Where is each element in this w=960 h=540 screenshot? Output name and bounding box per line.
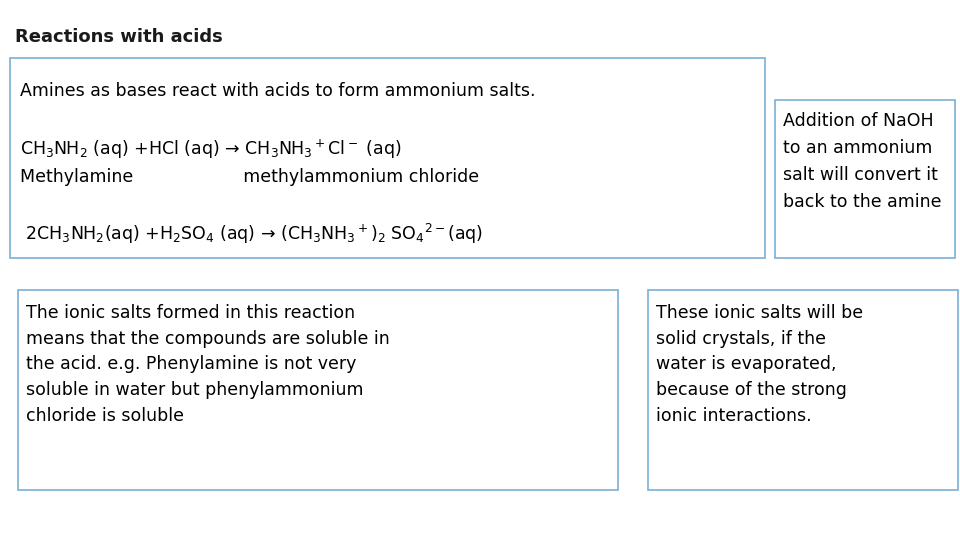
Text: Methylamine                    methylammonium chloride: Methylamine methylammonium chloride — [20, 168, 479, 186]
Text: Addition of NaOH
to an ammonium
salt will convert it
back to the amine: Addition of NaOH to an ammonium salt wil… — [783, 112, 942, 211]
Text: Amines as bases react with acids to form ammonium salts.: Amines as bases react with acids to form… — [20, 82, 536, 100]
Bar — [648, 290, 958, 490]
Text: These ionic salts will be
solid crystals, if the
water is evaporated,
because of: These ionic salts will be solid crystals… — [656, 304, 863, 425]
Bar — [18, 290, 618, 490]
Bar — [10, 58, 765, 258]
Text: CH$_3$NH$_2$ (aq) +HCl (aq) → CH$_3$NH$_3$$^+$Cl$^-$ (aq): CH$_3$NH$_2$ (aq) +HCl (aq) → CH$_3$NH$_… — [20, 138, 401, 161]
Bar — [775, 100, 955, 258]
Text: The ionic salts formed in this reaction
means that the compounds are soluble in
: The ionic salts formed in this reaction … — [26, 304, 390, 425]
Text: Reactions with acids: Reactions with acids — [15, 28, 223, 46]
Text: 2CH$_3$NH$_2$(aq) +H$_2$SO$_4$ (aq) → (CH$_3$NH$_3$$^+$)$_2$ SO$_4$$^{2-}$(aq): 2CH$_3$NH$_2$(aq) +H$_2$SO$_4$ (aq) → (C… — [20, 222, 483, 246]
